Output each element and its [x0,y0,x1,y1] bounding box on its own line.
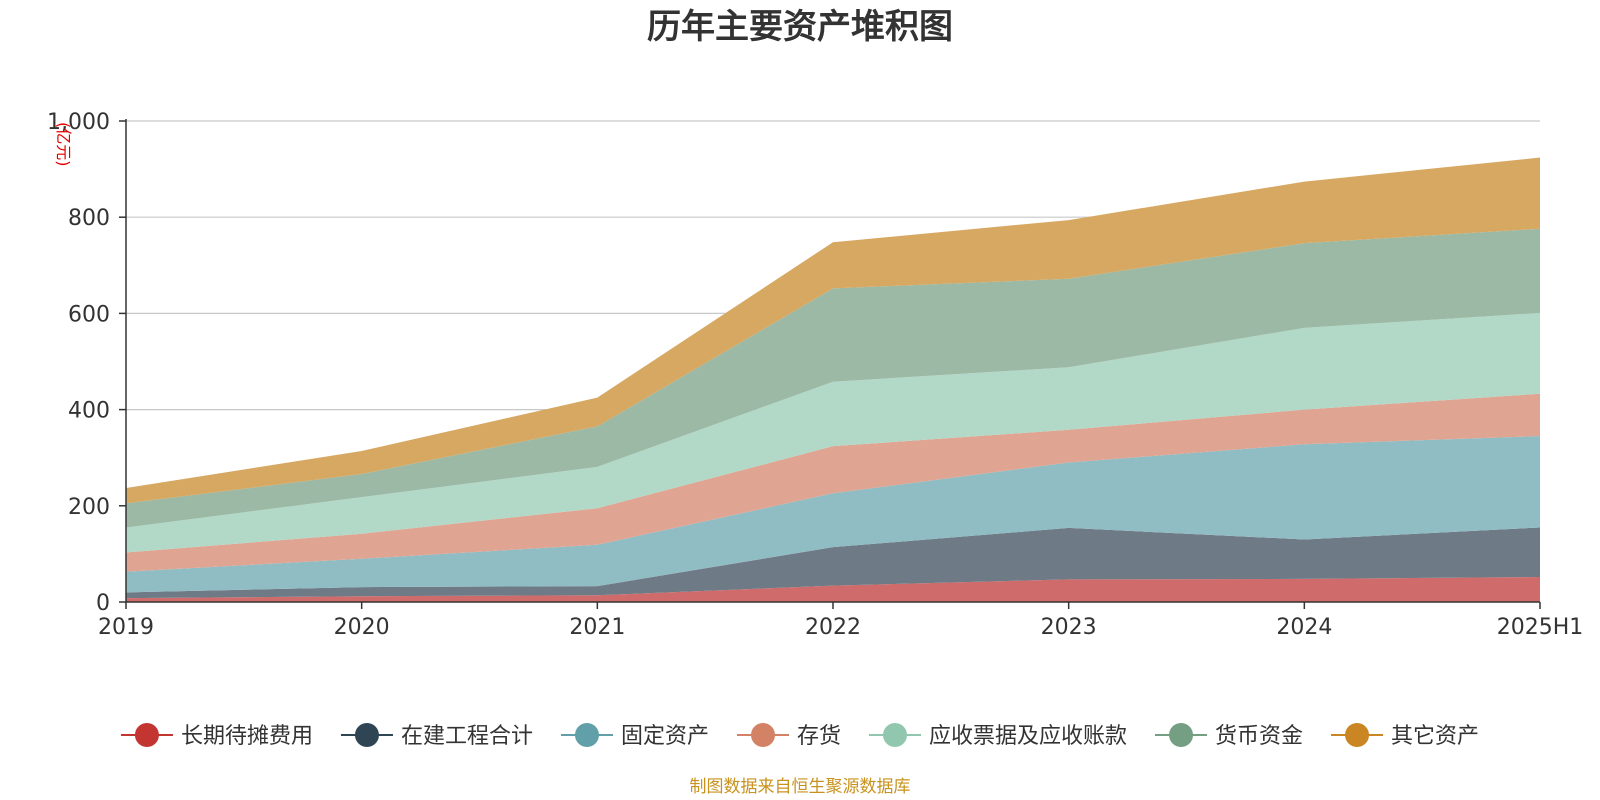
legend-marker [1345,723,1370,747]
y-tick-label: 600 [68,302,110,327]
legend-item-7[interactable]: 其它资产 [1331,723,1479,749]
legend-label: 货币资金 [1215,724,1303,749]
area-series-3 [126,436,1540,593]
legend-label: 其它资产 [1391,724,1479,749]
area-series-4 [126,393,1540,572]
y-tick-label: 200 [68,495,110,520]
source-note: 制图数据来自恒生聚源数据库 [690,777,911,797]
legend-label: 存货 [797,724,841,749]
x-tick-label: 2021 [569,615,625,640]
legend-item-3[interactable]: 固定资产 [560,723,709,749]
area-series-6 [126,228,1540,528]
legend-label: 在建工程合计 [401,724,533,749]
x-axis-ticks: 2019 2020 2021 2022 2023 2024 2025H1 [98,602,1583,640]
legend-marker [883,723,908,747]
legend: 长期待摊费用 在建工程合计 固定资产 存货 应收票据及应收账款 货币资金 其它资产 [120,723,1479,749]
area-series-1 [126,576,1540,602]
legend-marker [134,723,159,747]
area-series-7 [126,157,1540,504]
x-tick-label: 2024 [1276,615,1332,640]
y-axis-unit-label: (亿元) [54,122,73,167]
y-tick-label: 1,000 [47,110,110,135]
legend-item-6[interactable]: 货币资金 [1155,723,1303,749]
legend-item-1[interactable]: 长期待摊费用 [120,723,313,749]
legend-label: 固定资产 [621,724,709,749]
legend-marker [574,723,599,747]
x-tick-label: 2019 [98,615,154,640]
legend-item-4[interactable]: 存货 [736,723,841,749]
area-series-5 [126,312,1540,553]
x-tick-label: 2025H1 [1497,615,1584,640]
legend-marker [354,723,379,747]
y-tick-label: 800 [68,206,110,231]
legend-label: 应收票据及应收账款 [929,724,1127,749]
x-tick-label: 2020 [334,615,390,640]
x-tick-label: 2023 [1041,615,1097,640]
legend-item-5[interactable]: 应收票据及应收账款 [869,723,1127,749]
y-tick-label: 400 [68,399,110,424]
legend-marker [750,723,775,747]
legend-item-2[interactable]: 在建工程合计 [340,723,533,749]
x-tick-label: 2022 [805,615,861,640]
area-series-2 [126,527,1540,599]
area-series [126,157,1540,602]
legend-label: 长期待摊费用 [181,724,313,749]
y-axis-ticks: 0 200 400 600 800 1,000 [47,110,126,616]
y-tick-label: 0 [96,591,110,616]
legend-marker [1169,723,1194,747]
chart-title: 历年主要资产堆积图 [647,7,953,47]
